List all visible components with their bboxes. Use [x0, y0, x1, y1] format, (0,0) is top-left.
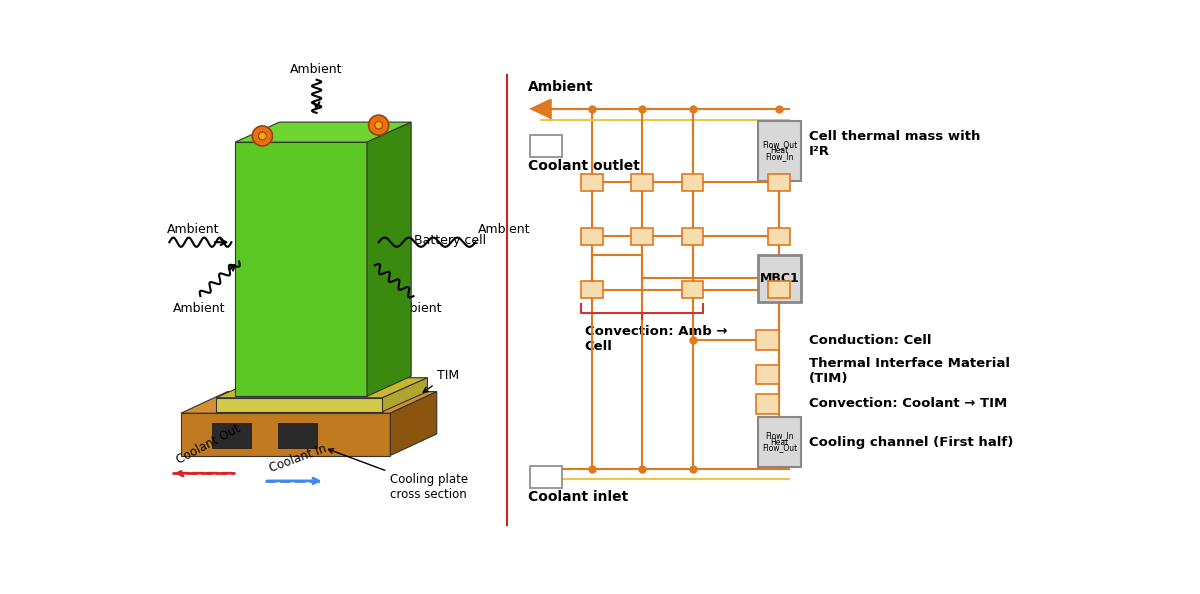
Text: Flow_In: Flow_In — [766, 152, 794, 161]
Bar — [581, 282, 602, 298]
Text: Cell thermal mass with
I²R: Cell thermal mass with I²R — [809, 129, 980, 157]
Text: Coolant inlet: Coolant inlet — [528, 490, 629, 504]
Polygon shape — [212, 423, 251, 448]
Polygon shape — [235, 142, 367, 396]
Polygon shape — [278, 423, 317, 448]
Text: Ambient: Ambient — [478, 223, 530, 236]
Text: Ambient: Ambient — [528, 80, 594, 94]
Bar — [768, 282, 790, 298]
Bar — [631, 173, 653, 191]
Text: MBC1: MBC1 — [760, 272, 799, 285]
Polygon shape — [216, 378, 427, 398]
Circle shape — [374, 121, 383, 129]
Text: Flow_Out: Flow_Out — [762, 444, 797, 453]
Text: Coolant outlet: Coolant outlet — [528, 159, 640, 173]
Bar — [682, 282, 703, 298]
Bar — [768, 228, 790, 245]
Bar — [682, 173, 703, 191]
Bar — [758, 121, 802, 181]
Polygon shape — [235, 122, 412, 142]
Polygon shape — [181, 391, 437, 413]
Circle shape — [258, 132, 266, 140]
Text: Ambient: Ambient — [167, 223, 220, 236]
Polygon shape — [367, 122, 412, 396]
Text: Cooling plate
cross section: Cooling plate cross section — [329, 448, 468, 501]
Text: Ambient: Ambient — [173, 302, 226, 315]
Circle shape — [368, 115, 389, 135]
Text: Cooling channel (First half): Cooling channel (First half) — [809, 435, 1013, 448]
Bar — [756, 330, 779, 350]
Polygon shape — [383, 378, 427, 412]
Text: Convection: Amb →
Cell: Convection: Amb → Cell — [584, 324, 727, 353]
Bar — [581, 173, 602, 191]
Bar — [768, 173, 790, 191]
Bar — [631, 228, 653, 245]
Polygon shape — [181, 413, 390, 456]
Bar — [758, 255, 802, 302]
Text: Coolant In: Coolant In — [268, 442, 329, 475]
Text: Thermal Interface Material
(TIM): Thermal Interface Material (TIM) — [809, 357, 1009, 385]
Text: Convection: Coolant → TIM: Convection: Coolant → TIM — [809, 397, 1007, 410]
Text: Flow_Out: Flow_Out — [762, 140, 797, 149]
Circle shape — [252, 126, 272, 146]
Text: Ambient: Ambient — [290, 63, 343, 76]
Bar — [529, 466, 563, 488]
Text: Flow_In: Flow_In — [766, 432, 794, 441]
Bar — [756, 394, 779, 413]
Text: TIM: TIM — [424, 368, 458, 392]
Polygon shape — [390, 391, 437, 456]
Text: Coolant Out: Coolant Out — [175, 422, 244, 467]
Polygon shape — [216, 398, 383, 412]
Bar — [529, 135, 563, 157]
Bar — [682, 228, 703, 245]
Bar — [581, 228, 602, 245]
Text: Ambient: Ambient — [390, 302, 443, 315]
Text: Heat: Heat — [770, 146, 788, 155]
Text: Heat: Heat — [770, 438, 788, 447]
Bar — [758, 417, 802, 467]
Bar — [756, 365, 779, 384]
Text: Conduction: Cell: Conduction: Cell — [809, 333, 931, 346]
Text: Battery cell: Battery cell — [367, 234, 486, 257]
Polygon shape — [532, 100, 551, 118]
